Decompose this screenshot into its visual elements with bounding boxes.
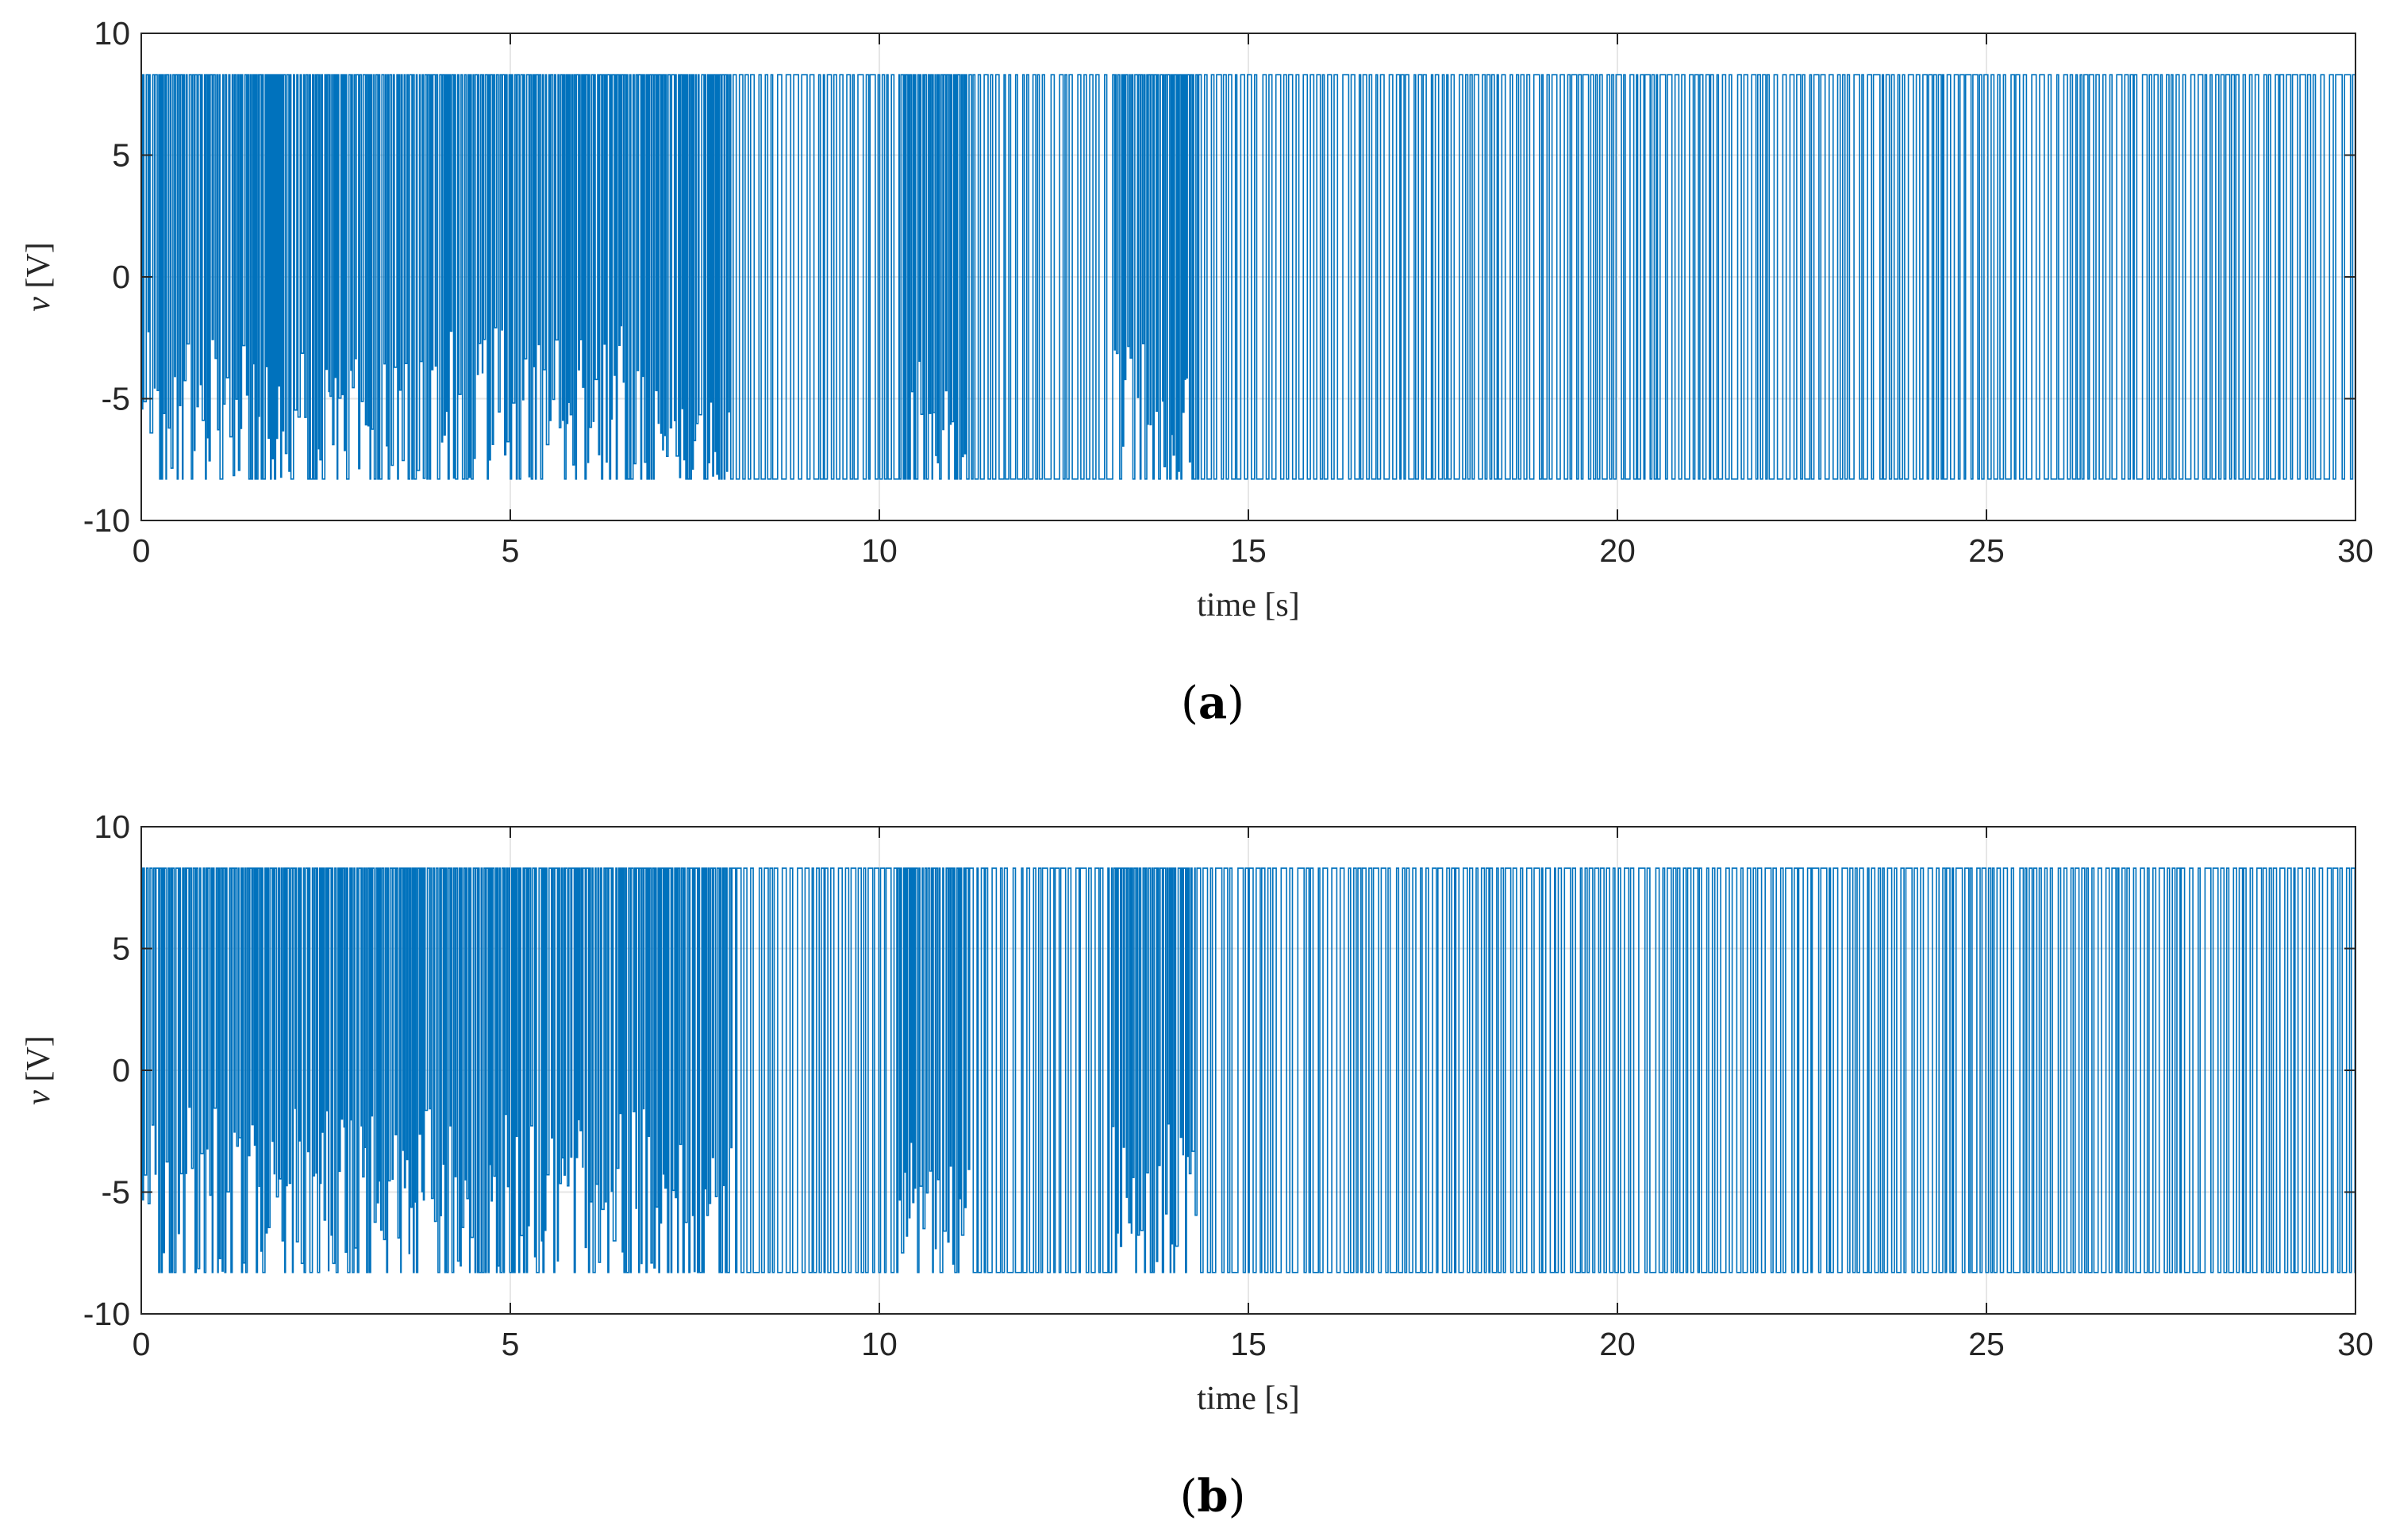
panel-label-open: (: [1180, 1471, 1198, 1523]
x-tick-label: 10: [861, 532, 898, 569]
x-tick-label: 25: [1968, 1326, 2005, 1362]
x-axis-label: time [s]: [1197, 587, 1299, 624]
x-tick-label: 0: [133, 1326, 151, 1362]
panel-label-close: ): [1227, 678, 1244, 729]
y-axis-label: v [V]: [21, 1035, 57, 1104]
x-axis-label: time [s]: [1197, 1381, 1299, 1417]
panel-label-letter: a: [1198, 677, 1227, 729]
series-line-v: [140, 74, 2356, 480]
y-axis-label-unit: [V]: [21, 1035, 57, 1090]
y-tick-label: 0: [112, 259, 130, 295]
y-tick-label: 10: [94, 808, 130, 845]
panel-label-open: (: [1181, 678, 1198, 729]
panel-b: 0 5 10 15 20 25 30 -10 -5 0 5 10 time [s] v [V] (b): [21, 808, 2374, 1523]
series-line-v: [140, 867, 2356, 1273]
y-tick-label: 0: [112, 1052, 130, 1089]
y-tick-label: -5: [102, 381, 130, 417]
x-tick-label: 20: [1599, 1326, 1636, 1362]
panel-a: 0 5 10 15 20 25 30 -10 -5 0 5 10 time [s] v [V] (a): [21, 15, 2374, 729]
y-tick-label: 5: [112, 931, 130, 967]
panel-label-close: ): [1229, 1471, 1246, 1523]
y-axis-label: v [V]: [21, 242, 57, 311]
x-tick-label: 20: [1599, 532, 1636, 569]
x-tick-label: 30: [2337, 1326, 2374, 1362]
x-tick-label: 0: [133, 532, 151, 569]
x-tick-label: 10: [861, 1326, 898, 1362]
y-axis-label-variable: v: [21, 297, 57, 312]
panel-label: (a): [1181, 677, 1244, 729]
y-tick-label: -10: [83, 502, 130, 539]
y-tick-label: -5: [102, 1174, 130, 1211]
panel-label-letter: b: [1197, 1470, 1228, 1523]
x-tick-label: 5: [502, 532, 520, 569]
panel-label: (b): [1180, 1470, 1246, 1523]
y-axis-label-unit: [V]: [21, 242, 57, 297]
y-tick-label: 5: [112, 137, 130, 174]
y-tick-label: -10: [83, 1296, 130, 1332]
x-tick-label: 30: [2337, 532, 2374, 569]
y-tick-label: 10: [94, 15, 130, 52]
x-tick-label: 25: [1968, 532, 2005, 569]
x-tick-label: 5: [502, 1326, 520, 1362]
y-axis-label-variable: v: [21, 1090, 57, 1105]
x-tick-label: 15: [1230, 532, 1267, 569]
x-tick-label: 15: [1230, 1326, 1267, 1362]
